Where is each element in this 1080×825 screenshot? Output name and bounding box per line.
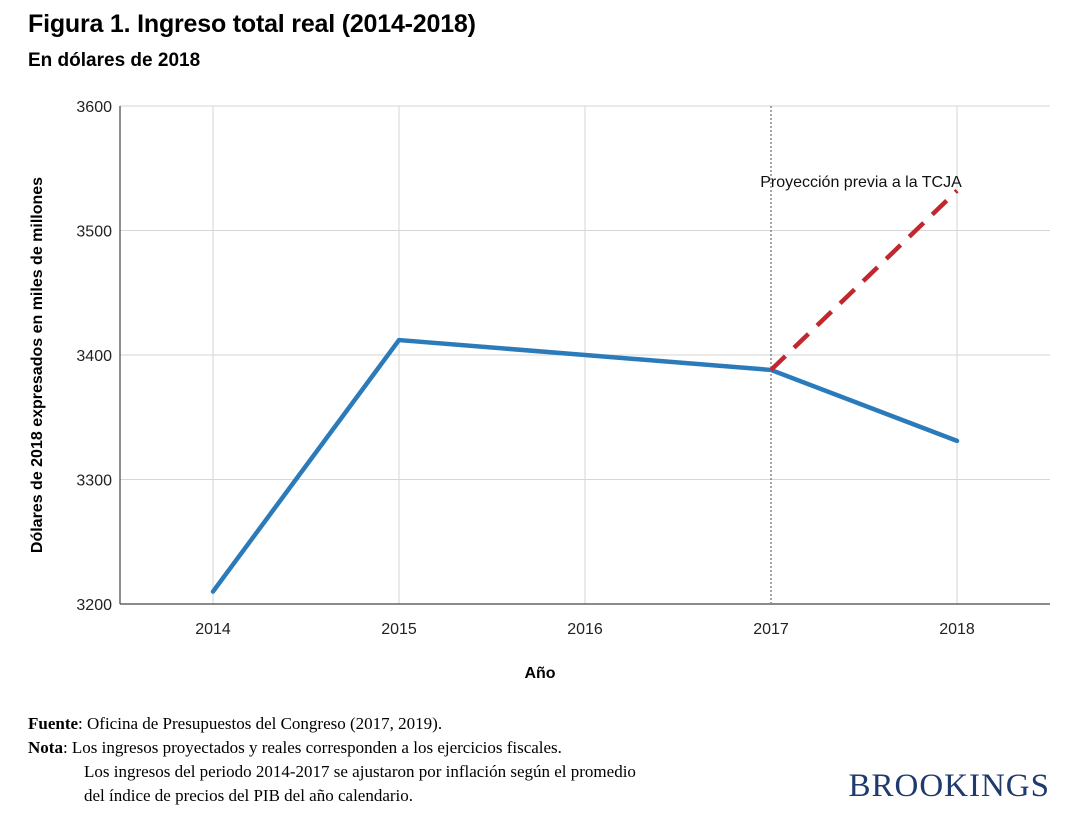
chart-subtitle: En dólares de 2018 [28,50,201,71]
axes [119,106,1050,605]
y-axis-label: Dólares de 2018 expresados en miles de m… [29,177,46,553]
x-tick-label: 2016 [567,621,603,638]
note-label: Nota [28,738,63,757]
source-label: Fuente [28,714,79,733]
brookings-logo: BROOKINGS [848,768,1050,804]
x-axis-label: Año [524,665,555,682]
note-text-2: Los ingresos del periodo 2014-2017 se aj… [84,762,636,781]
y-tick-label: 3600 [76,99,112,116]
y-tick-label: 3300 [76,473,112,490]
y-tick-label: 3200 [76,597,112,614]
y-tick-labels: 3200 3300 3400 3500 3600 [76,99,112,614]
x-tick-label: 2015 [381,621,417,638]
x-tick-label: 2017 [753,621,789,638]
source-line: Fuente : Oficina de Presupuestos del Con… [28,712,636,736]
series-group [210,189,960,594]
x-tick-label: 2018 [939,621,975,638]
y-tick-label: 3400 [76,348,112,365]
note-line: Nota : Los ingresos proyectados y reales… [28,736,636,760]
actual-revenue-series-line [210,337,960,594]
source-text: : Oficina de Presupuestos del Congreso (… [78,714,443,733]
x-tick-label: 2014 [195,621,231,638]
note-text-1: : Los ingresos proyectados y reales corr… [62,738,562,757]
chart-title: Figura 1. Ingreso total real (2014-2018) [28,10,476,38]
x-tick-labels: 2014 2015 2016 2017 2018 [195,621,975,638]
y-tick-label: 3500 [76,224,112,241]
note-text-3: del índice de precios del PIB del año ca… [84,786,414,805]
projection-annotation: Proyección previa a la TCJA [760,174,962,191]
projection-series-line [769,189,959,372]
chart-footer: Fuente : Oficina de Presupuestos del Con… [28,712,636,808]
